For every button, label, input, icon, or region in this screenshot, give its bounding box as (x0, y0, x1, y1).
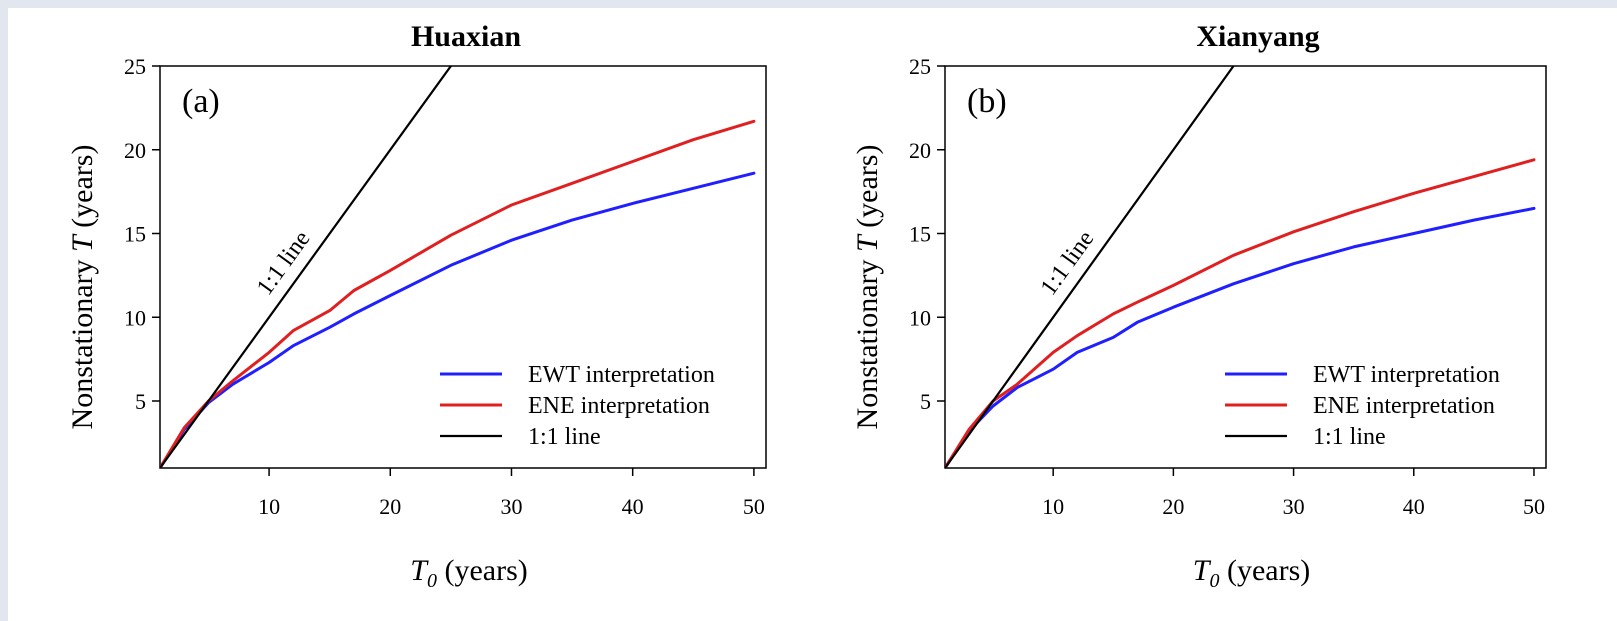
x-axis-label: T0 (years) (1193, 554, 1310, 592)
legend-label: ENE interpretation (528, 393, 710, 419)
series-line-3 (160, 66, 451, 468)
x-tick-label: 20 (379, 494, 401, 519)
x-tick-label: 40 (622, 494, 644, 519)
one-to-one-label: 1:1 line (252, 226, 316, 300)
panel-label: (a) (182, 83, 220, 120)
panel-label: (b) (967, 83, 1007, 120)
y-tick-label: 5 (135, 389, 146, 414)
y-tick-label: 25 (124, 54, 146, 79)
y-axis-label: Nonstationary T (years) (851, 145, 884, 430)
chart-panel-2: Xianyang 5 10 15 20 25 10 20 30 40 50 T0 (years) Non… (851, 20, 1546, 592)
series-line-2 (945, 160, 1534, 468)
x-tick-label: 50 (1523, 494, 1545, 519)
y-tick-label: 10 (124, 305, 146, 330)
y-tick-label: 15 (124, 222, 146, 247)
y-tick-label: 20 (124, 138, 146, 163)
x-tick-label: 20 (1162, 494, 1184, 519)
y-axis-label-prefix: Nonstationary (851, 252, 884, 429)
x-tick-label: 50 (743, 494, 765, 519)
y-tick-label: 5 (920, 389, 931, 414)
legend-label: 1:1 line (528, 424, 601, 450)
x-axis-label-unit: (years) (437, 554, 528, 587)
x-axis-label-unit: (years) (1219, 554, 1310, 587)
y-tick-label: 25 (909, 54, 931, 79)
y-axis-label-unit: (years) (66, 145, 99, 236)
series-line-3 (945, 66, 1234, 468)
x-tick-label: 10 (1042, 494, 1064, 519)
legend: EWT interpretation ENE interpretation 1:1 … (440, 362, 715, 450)
x-tick-label: 10 (258, 494, 280, 519)
chart-panel-1: Huaxian 5 10 15 20 25 10 20 30 40 50 T0 (years) Nons… (66, 20, 766, 592)
x-tick-label: 30 (1283, 494, 1305, 519)
y-tick-label: 20 (909, 138, 931, 163)
legend-label: ENE interpretation (1313, 393, 1495, 419)
x-axis-label-subscript: 0 (1209, 570, 1219, 592)
y-tick-label: 10 (909, 305, 931, 330)
one-to-one-label: 1:1 line (1036, 226, 1099, 300)
x-tick-label: 30 (500, 494, 522, 519)
x-tick-label: 40 (1403, 494, 1425, 519)
series-line-1 (160, 173, 754, 468)
chart-title: Xianyang (1196, 20, 1319, 53)
y-axis-label-unit: (years) (851, 145, 884, 236)
legend-label: EWT interpretation (528, 362, 715, 388)
legend-label: 1:1 line (1313, 424, 1386, 450)
figure-frame: Huaxian 5 10 15 20 25 10 20 30 40 50 T0 (years) Nons… (8, 8, 1617, 621)
legend-label: EWT interpretation (1313, 362, 1500, 388)
series-line-1 (945, 208, 1534, 468)
legend: EWT interpretation ENE interpretation 1:1 … (1225, 362, 1500, 450)
y-axis-label: Nonstationary T (years) (66, 145, 99, 430)
x-axis-label-subscript: 0 (427, 570, 437, 592)
chart-title: Huaxian (411, 20, 521, 53)
x-axis-label: T0 (years) (410, 554, 527, 592)
y-axis-label-prefix: Nonstationary (66, 252, 99, 429)
y-tick-label: 15 (909, 222, 931, 247)
